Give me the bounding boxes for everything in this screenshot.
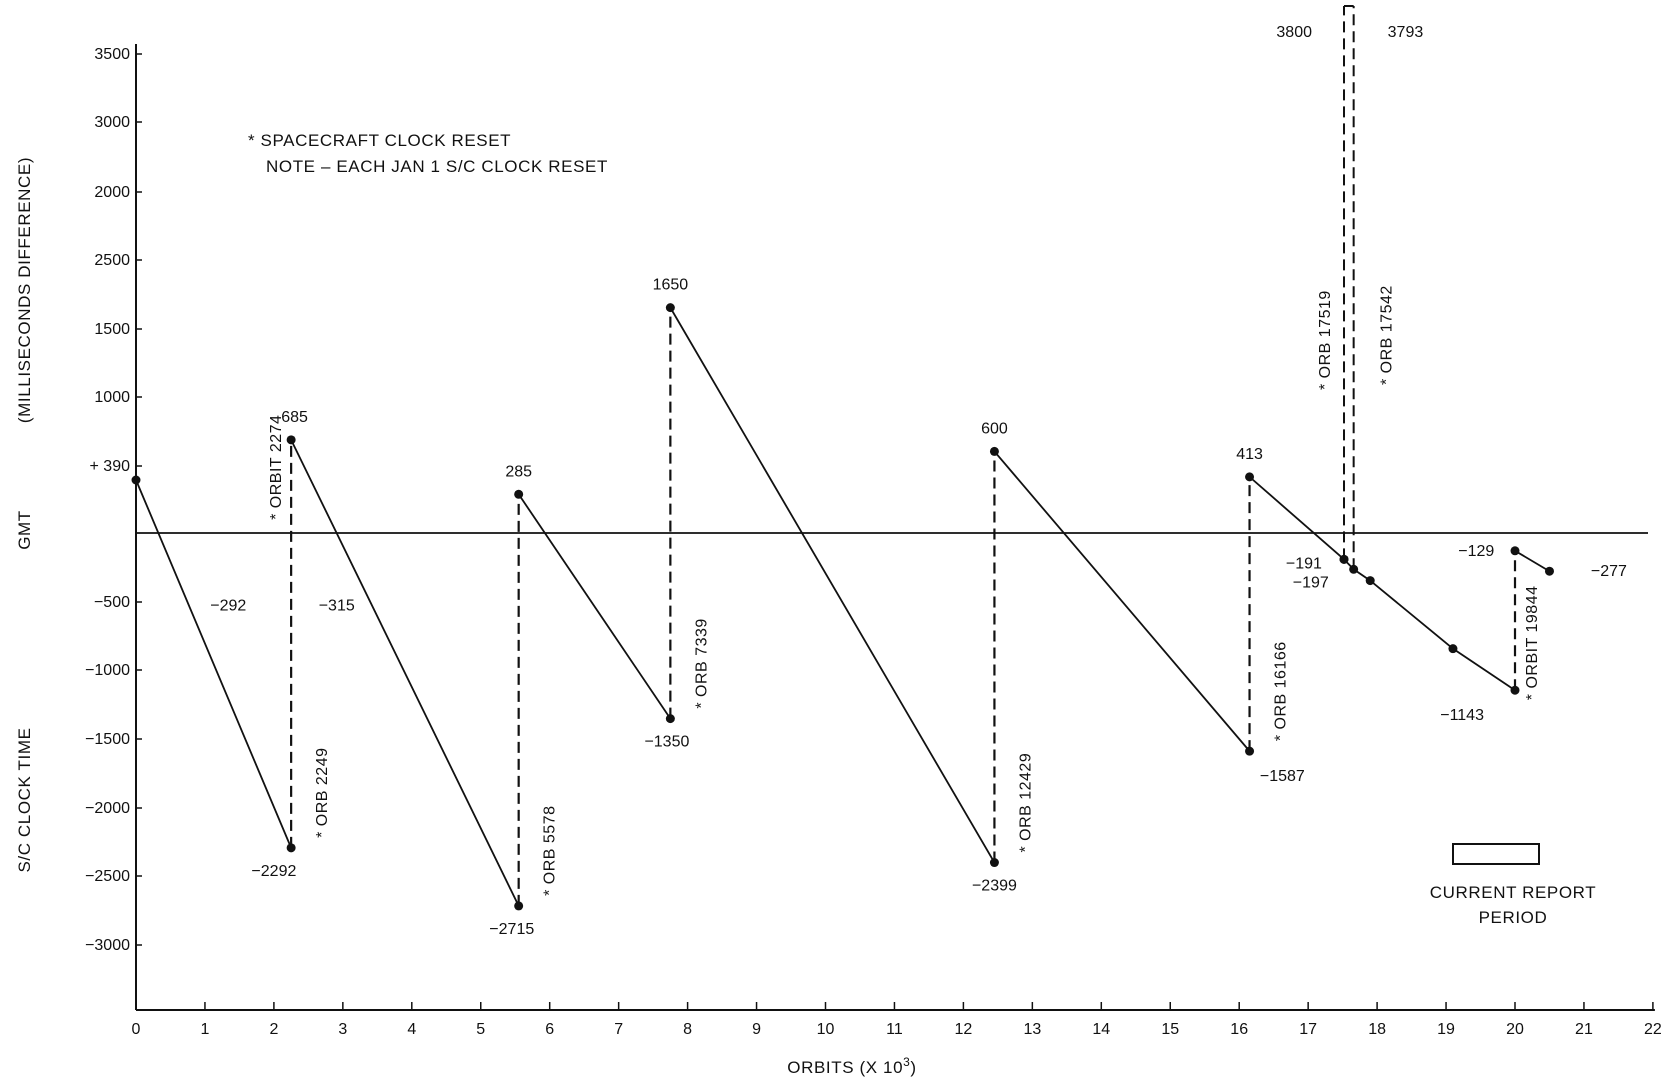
reset-label: * ORB 17542 bbox=[1379, 285, 1396, 385]
value-label: 685 bbox=[281, 409, 308, 426]
x-tick-label: 11 bbox=[886, 1021, 903, 1038]
spike-value-right: 3793 bbox=[1388, 24, 1424, 41]
value-label: −2292 bbox=[251, 863, 296, 880]
reset-label: * ORB 17519 bbox=[1317, 290, 1334, 390]
y-tick-label: 2000 bbox=[94, 184, 130, 201]
data-point bbox=[1544, 566, 1554, 576]
value-label: −197 bbox=[1293, 574, 1329, 591]
y-tick-label: 2500 bbox=[94, 252, 130, 269]
value-label: 600 bbox=[981, 420, 1008, 437]
x-tick-label: 22 bbox=[1644, 1021, 1662, 1038]
x-tick-label: 19 bbox=[1437, 1021, 1455, 1038]
x-tick-label: 20 bbox=[1506, 1021, 1524, 1038]
legend-swatch bbox=[1452, 843, 1540, 865]
y-tick-label: −2000 bbox=[85, 800, 130, 817]
value-label: −315 bbox=[319, 597, 355, 614]
legend-label-line-2: PERIOD bbox=[1479, 908, 1548, 927]
x-tick-label: 12 bbox=[955, 1021, 973, 1038]
reset-label: * ORB 12429 bbox=[1017, 753, 1034, 853]
data-point bbox=[1245, 472, 1255, 482]
drift-line bbox=[993, 450, 1251, 752]
x-tick-label: 8 bbox=[683, 1021, 692, 1038]
y-tick-label: −500 bbox=[94, 594, 130, 611]
reset-label: * ORB 2249 bbox=[314, 747, 331, 837]
x-tick-label: 15 bbox=[1161, 1021, 1179, 1038]
value-label: 1650 bbox=[653, 277, 689, 294]
value-label: −1143 bbox=[1440, 707, 1484, 724]
drift-line bbox=[669, 307, 996, 863]
y-axis-title-part-2: GMT bbox=[15, 510, 34, 550]
drift-line bbox=[135, 479, 292, 849]
value-label: −191 bbox=[1286, 555, 1322, 572]
x-tick-label: 10 bbox=[817, 1021, 835, 1038]
value-label: −1587 bbox=[1260, 768, 1305, 785]
x-tick-label: 14 bbox=[1092, 1021, 1110, 1038]
value-label: −2715 bbox=[489, 921, 534, 938]
x-tick-label: 1 bbox=[200, 1021, 209, 1038]
value-label: −277 bbox=[1591, 563, 1627, 580]
y-tick-label: 3500 bbox=[94, 46, 130, 63]
spike-value-left: 3800 bbox=[1276, 24, 1312, 41]
x-tick-label: 16 bbox=[1230, 1021, 1248, 1038]
value-label: −292 bbox=[210, 597, 246, 614]
reset-label: * ORB 5578 bbox=[542, 806, 559, 896]
y-tick-label: 1000 bbox=[94, 389, 130, 406]
value-label: 285 bbox=[505, 463, 532, 480]
drift-line bbox=[290, 439, 520, 907]
x-tick-label: 4 bbox=[407, 1021, 416, 1038]
x-tick-label: 3 bbox=[338, 1021, 347, 1038]
reset-label: * ORBIT 2274 bbox=[268, 415, 285, 520]
x-tick-label: 13 bbox=[1023, 1021, 1041, 1038]
x-tick-label: 18 bbox=[1368, 1021, 1386, 1038]
y-tick-label: 1500 bbox=[94, 321, 130, 338]
y-axis-title-part-3: (MILLISECONDS DIFFERENCE) bbox=[15, 157, 34, 423]
value-label: −2399 bbox=[972, 878, 1017, 895]
reset-label: * ORB 7339 bbox=[693, 618, 710, 708]
y-tick-label: −3000 bbox=[85, 937, 130, 954]
x-tick-label: 2 bbox=[269, 1021, 278, 1038]
x-tick-label: 17 bbox=[1299, 1021, 1317, 1038]
note-line-1: * SPACECRAFT CLOCK RESET bbox=[248, 131, 511, 150]
x-tick-label: 9 bbox=[752, 1021, 761, 1038]
y-tick-label: −1500 bbox=[85, 731, 130, 748]
y-axis-title-part-1: S/C CLOCK TIME bbox=[15, 727, 34, 872]
legend-label-line-1: CURRENT REPORT bbox=[1430, 883, 1596, 902]
data-point bbox=[665, 303, 675, 313]
data-point bbox=[1365, 576, 1375, 586]
drift-line bbox=[1514, 550, 1550, 573]
value-label: 413 bbox=[1236, 446, 1263, 463]
data-point bbox=[131, 475, 141, 485]
y-tick-label: −2500 bbox=[85, 868, 130, 885]
data-point bbox=[1448, 644, 1458, 654]
x-tick-label: 5 bbox=[476, 1021, 485, 1038]
x-axis-title: ORBITS (X 103) bbox=[787, 1055, 916, 1077]
drift-line bbox=[1248, 476, 1345, 561]
y-tick-label: + 390 bbox=[90, 458, 131, 475]
y-tick-label: 3000 bbox=[94, 114, 130, 131]
x-tick-label: 21 bbox=[1575, 1021, 1593, 1038]
reset-label: * ORB 16166 bbox=[1273, 641, 1290, 741]
y-tick-label: −1000 bbox=[85, 662, 130, 679]
x-tick-label: 0 bbox=[132, 1021, 141, 1038]
note-line-2: NOTE – EACH JAN 1 S/C CLOCK RESET bbox=[266, 157, 608, 176]
x-tick-label: 6 bbox=[545, 1021, 554, 1038]
x-tick-label: 7 bbox=[614, 1021, 623, 1038]
reset-label: * ORBIT 19844 bbox=[1524, 586, 1541, 701]
drift-line bbox=[517, 493, 672, 720]
value-label: −129 bbox=[1458, 543, 1494, 560]
value-label: −1350 bbox=[644, 734, 689, 751]
